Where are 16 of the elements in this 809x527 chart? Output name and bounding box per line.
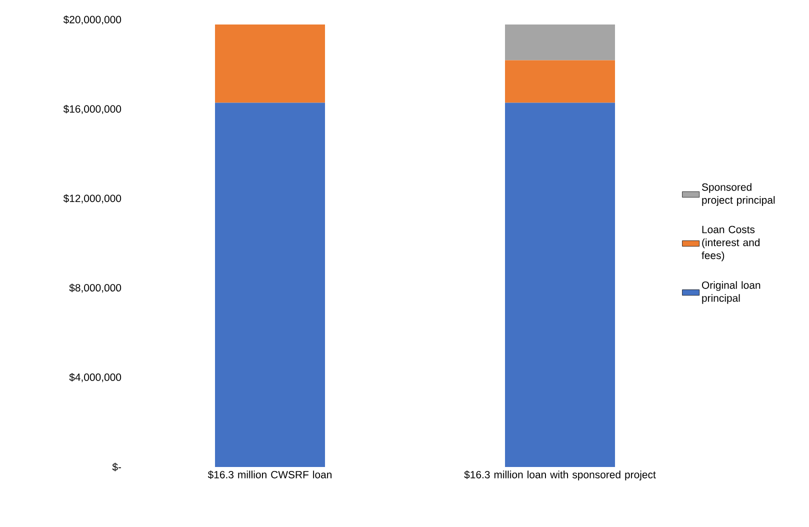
bar bbox=[215, 102, 326, 467]
bar bbox=[505, 102, 616, 467]
x-tick-label: $16.3 million loan with sponsored project bbox=[464, 470, 656, 480]
bar bbox=[505, 24, 616, 60]
y-tick-label: $8,000,000 bbox=[69, 284, 122, 293]
legend-label: Original loan principal bbox=[702, 281, 760, 304]
y-tick-label: $16,000,000 bbox=[63, 104, 122, 114]
x-tick-label: $16.3 million CWSRF loan bbox=[208, 470, 332, 479]
y-tick-label: $4,000,000 bbox=[69, 373, 122, 382]
y-tick-label: $20,000,000 bbox=[63, 15, 122, 25]
bar bbox=[215, 24, 326, 103]
bar bbox=[505, 60, 616, 103]
y-tick-label: $- bbox=[112, 462, 122, 472]
y-tick-label: $12,000,000 bbox=[63, 194, 122, 204]
legend-label: Sponsored project principal bbox=[702, 183, 775, 206]
legend-label: Loan Costs (interest and fees) bbox=[702, 226, 760, 262]
